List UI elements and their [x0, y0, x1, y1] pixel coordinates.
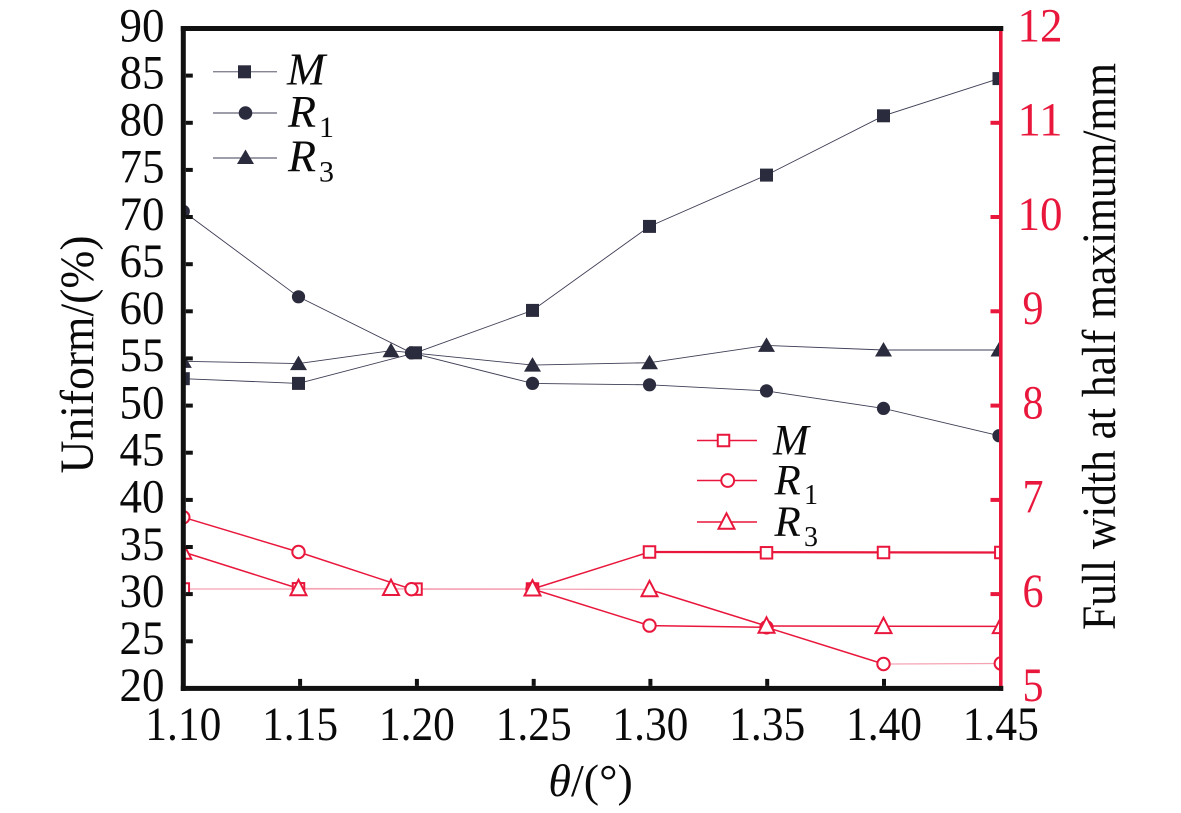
svg-text:9: 9 [1023, 282, 1044, 335]
svg-text:70: 70 [120, 188, 165, 241]
svg-text:90: 90 [120, 0, 165, 52]
svg-text:10: 10 [1018, 188, 1063, 241]
svg-text:R: R [287, 131, 316, 182]
svg-text:1: 1 [804, 480, 818, 511]
svg-text:θ/(°): θ/(°) [548, 755, 632, 806]
svg-text:11: 11 [1018, 94, 1063, 147]
svg-text:45: 45 [120, 424, 165, 477]
svg-text:1.25: 1.25 [496, 698, 572, 751]
svg-text:85: 85 [120, 46, 165, 99]
svg-text:1.20: 1.20 [379, 698, 455, 751]
svg-text:1.30: 1.30 [612, 698, 688, 751]
svg-text:65: 65 [120, 235, 165, 288]
svg-text:R: R [287, 86, 316, 137]
svg-text:80: 80 [120, 94, 165, 147]
svg-text:3: 3 [804, 522, 818, 553]
svg-text:55: 55 [120, 329, 165, 382]
svg-text:1.15: 1.15 [262, 698, 338, 751]
svg-text:50: 50 [120, 376, 165, 429]
svg-text:R: R [774, 458, 801, 505]
svg-text:7: 7 [1023, 471, 1044, 524]
svg-text:30: 30 [120, 565, 165, 618]
svg-text:R: R [774, 499, 801, 546]
svg-text:M: M [772, 418, 811, 465]
svg-text:Full width at half maximum/mm: Full width at half maximum/mm [1073, 63, 1126, 630]
svg-text:60: 60 [120, 282, 165, 335]
svg-text:1.45: 1.45 [963, 698, 1039, 751]
svg-text:35: 35 [120, 518, 165, 571]
svg-text:25: 25 [120, 612, 165, 665]
svg-text:20: 20 [120, 659, 165, 712]
svg-text:1.35: 1.35 [729, 698, 805, 751]
svg-text:12: 12 [1018, 0, 1063, 52]
svg-text:Uniform/(%): Uniform/(%) [51, 236, 104, 474]
svg-text:5: 5 [1023, 659, 1044, 712]
svg-text:1.10: 1.10 [145, 698, 221, 751]
svg-text:40: 40 [120, 471, 165, 524]
svg-text:75: 75 [120, 141, 165, 194]
svg-text:M: M [286, 44, 328, 95]
svg-text:8: 8 [1023, 376, 1044, 429]
svg-text:3: 3 [319, 156, 334, 189]
svg-text:6: 6 [1023, 565, 1044, 618]
svg-text:1.40: 1.40 [846, 698, 922, 751]
svg-text:1: 1 [319, 111, 334, 144]
